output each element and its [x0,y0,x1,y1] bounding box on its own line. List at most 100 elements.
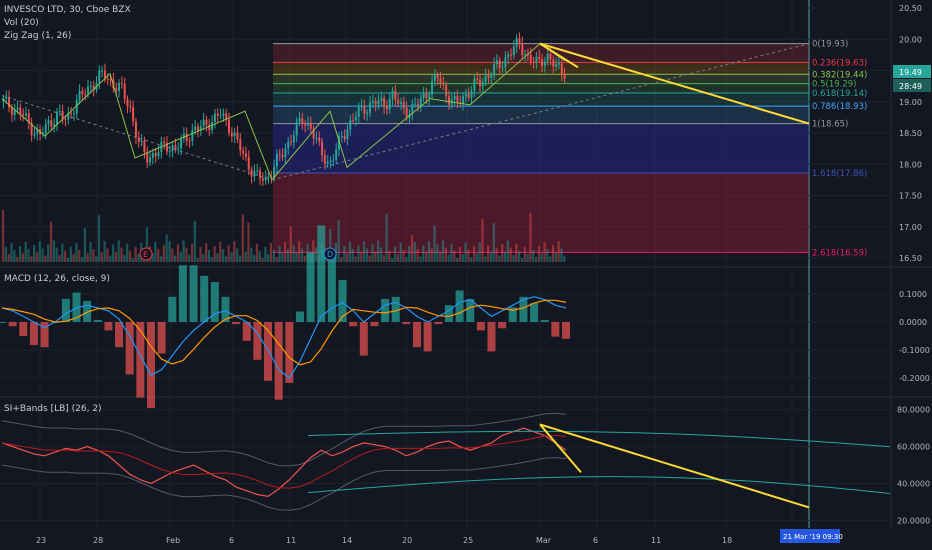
candle-body [67,113,70,120]
time-tick-label: 11 [286,536,296,545]
candle-body [487,75,490,78]
volume-bar [24,242,27,262]
candle-body [250,169,253,177]
volume-bar [422,245,425,262]
candle-body [541,58,544,66]
price-tick-label: 20.00 [899,35,922,44]
volume-bar [523,246,526,262]
macd-histogram-bar [242,322,251,341]
candle-body [197,126,199,131]
volume-bar [213,246,216,262]
volume-bar [495,248,498,262]
volume-bar [128,250,132,262]
volume-bar [162,245,165,262]
volume-bar [72,254,75,262]
macd-histogram-bar [540,319,549,322]
volume-bar [520,258,524,262]
zigzag-indicator-label[interactable]: Zig Zag (1, 26) [4,31,71,41]
volume-bar [64,250,67,262]
fibonacci-retracement[interactable]: 0(19.93) 0.236(19.63) 0.382(19.44)0.5(19.2… [273,40,867,259]
si-tick-label: 20.0000 [897,516,930,525]
candle-body [247,156,250,170]
candle-body [228,119,230,133]
volume-bar [427,241,431,262]
volume-bar [154,242,157,262]
candle-body [507,54,510,58]
volume-bar [537,246,541,262]
candle-body [118,82,121,91]
candle-body [318,137,321,142]
volume-bar [315,247,318,262]
volume-bar [312,240,315,262]
candle-body [425,93,428,99]
volume-bar [100,252,103,262]
volume-bar [267,254,270,262]
candle-body [78,91,81,101]
macd-histogram-bar [487,322,496,352]
volume-bar [255,243,259,262]
trendline-drawings[interactable] [539,42,810,125]
candle-body [188,140,191,142]
price-tick-label: 18.50 [899,129,922,138]
volume-bar [174,255,177,262]
candle-body [129,106,132,108]
candle-body [343,136,346,139]
macd-histogram-bar [200,275,209,322]
volume-bar [292,245,295,262]
volume-bar [145,227,149,262]
macd-histogram-bar [370,322,379,327]
bar-countdown: 28:49 [899,82,922,91]
earnings-marker[interactable]: E [139,247,153,261]
candle-body [495,60,498,65]
macd-indicator-label[interactable]: MACD (12, 26, close, 9) [4,274,110,284]
fib-zone [273,123,809,173]
vol-indicator-label[interactable]: Vol (20) [4,18,39,28]
time-tick-label: Feb [166,536,180,545]
candle-body [377,100,380,105]
time-tick-label: 6 [593,536,598,545]
macd-histogram-bar [8,322,17,327]
candle-body [323,155,326,164]
macd-histogram-bar [210,282,219,322]
volume-bar [450,243,453,262]
si-average-line [1,434,567,489]
candle-body [219,115,222,117]
candle-body [349,120,352,130]
volume-bar [27,249,30,262]
volume-bar [518,250,521,262]
candle-body [213,113,216,123]
volume-bar [190,243,194,262]
volume-bar [433,225,436,262]
candle-body [524,54,527,56]
candle-body [174,145,177,149]
volume-bar [210,257,213,262]
candle-body [22,113,25,116]
dividend-marker[interactable]: D [323,247,337,261]
volume-bar [416,249,419,262]
dashed-trend-up [271,43,810,181]
fib-level-label: 2.618(16.59) [812,248,867,258]
volume-bar [89,242,92,262]
volume-bar [489,252,493,262]
si-indicator-label[interactable]: SI+Bands [LB] (26, 2) [4,404,102,414]
candle-body [8,96,11,108]
si-projection-upper [307,430,891,448]
current-price-value: 19.49 [899,68,922,77]
candle-body [490,75,493,78]
candle-body [521,43,524,56]
candle-body [560,63,563,75]
volume-bar [399,242,402,262]
volume-bar [55,247,58,262]
fib-level-label: 0.618(19.14) [812,89,867,99]
time-tick-label: 20 [402,536,412,545]
macd-tick-label: -0.2000 [899,374,930,383]
candle-body [33,134,36,136]
volume-bar [165,234,168,262]
volume-bar [179,251,182,262]
volume-bars [2,210,566,262]
fib-level-label: 1.618(17.86) [812,169,867,179]
volume-bar [278,246,281,262]
candle-body [180,138,183,149]
macd-histogram-bar [232,322,241,325]
